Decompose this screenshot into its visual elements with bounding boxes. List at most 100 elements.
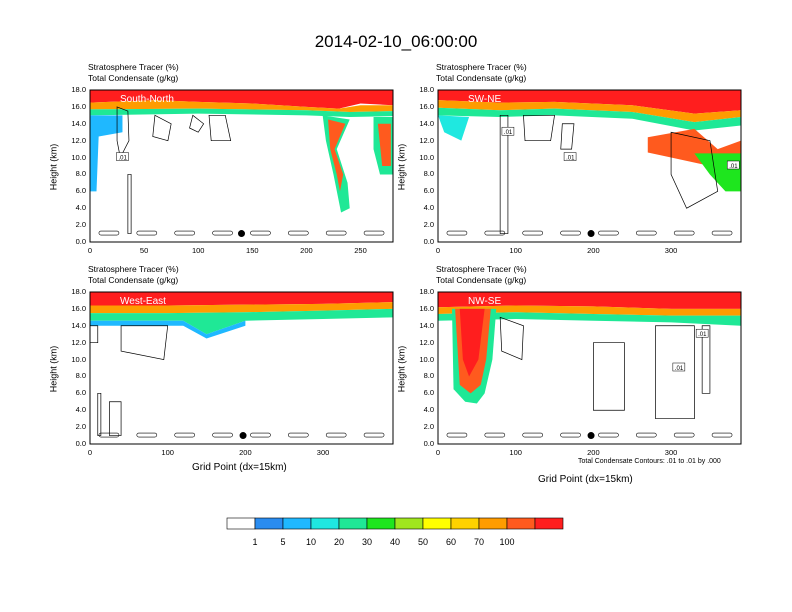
cross-section-label: West-East — [120, 296, 166, 307]
colorbar-swatch — [394, 517, 424, 530]
plot-area: South-North .01 — [88, 88, 398, 248]
x-tick-label: 50 — [139, 246, 149, 255]
condensate-contour — [484, 230, 506, 236]
tracer-region — [90, 292, 393, 306]
y-tick-label: 8.0 — [423, 371, 434, 381]
x-tick-label: 300 — [316, 448, 330, 457]
x-tick-label: 200 — [300, 246, 313, 255]
tracer-region — [438, 100, 741, 123]
colorbar-tick-label: 100 — [499, 537, 514, 547]
x-tick-label: 100 — [191, 246, 205, 255]
condensate-contour — [446, 230, 468, 236]
location-marker — [587, 230, 595, 238]
y-tick-label: 16.0 — [71, 101, 86, 111]
plot-frame — [437, 89, 742, 243]
subtitle-condensate: Total Condensate (g/kg) — [88, 73, 179, 83]
colorbar-tick-label: 70 — [474, 537, 484, 547]
colorbar-tick-label: 1 — [252, 537, 257, 547]
condensate-contour — [701, 325, 711, 394]
x-tick-label: 250 — [354, 246, 367, 255]
y-tick-label: 0.0 — [75, 439, 86, 448]
condensate-contour — [636, 432, 657, 438]
y-tick-label: 14.0 — [71, 118, 86, 128]
y-tick-label: 8.0 — [75, 169, 86, 179]
x-tick-label: 200 — [239, 448, 252, 457]
condensate-contour — [598, 230, 619, 236]
condensate-contour — [212, 230, 233, 236]
contour-label: .01 — [675, 366, 684, 372]
condensate-contour — [208, 114, 232, 142]
y-tick-label: 14.0 — [419, 118, 434, 128]
y-tick-label: 0.0 — [75, 237, 86, 246]
y-tick-label: 10.0 — [419, 354, 434, 364]
plot-area: NW-SE .01 .01 — [436, 290, 746, 450]
condensate-contour — [484, 432, 506, 438]
x-tick-label: 100 — [509, 246, 522, 255]
y-tick-label: 4.0 — [423, 203, 434, 213]
condensate-contour — [670, 131, 719, 209]
tracer-region — [90, 115, 123, 192]
tracer-region — [459, 308, 485, 377]
tracer-region — [90, 90, 393, 109]
condensate-contour — [446, 432, 468, 438]
tracer-region — [328, 119, 346, 192]
contour-label: .01 — [118, 156, 127, 162]
condensate-contour — [560, 230, 581, 236]
y-axis-label: Height (km) — [396, 345, 407, 393]
panel-west-east: Stratosphere Tracer (%) Total Condensate… — [88, 264, 398, 464]
tracer-region — [438, 107, 741, 131]
condensate-contour — [120, 325, 169, 360]
panel-nw-se: Stratosphere Tracer (%) Total Condensate… — [436, 264, 746, 464]
colorbar-swatch — [366, 517, 396, 530]
condensate-contour — [325, 230, 347, 236]
colorbar-tick-label: 30 — [362, 537, 372, 547]
condensate-contour — [288, 432, 309, 438]
x-tick-label: 200 — [587, 246, 600, 255]
condensate-contour — [598, 432, 619, 438]
condensate-contour — [250, 230, 271, 236]
contour-footnote: Total Condensate Contours: .01 to .01 by… — [578, 458, 721, 465]
colorbar-swatch — [310, 517, 340, 530]
colorbar-swatch — [534, 517, 564, 530]
condensate-contour — [189, 114, 205, 133]
tracer-region — [438, 292, 741, 309]
y-tick-label: 16.0 — [71, 303, 86, 313]
y-tick-label: 16.0 — [419, 101, 434, 111]
y-tick-label: 18.0 — [71, 287, 86, 296]
y-tick-label: 10.0 — [71, 152, 86, 162]
colorbar-swatch — [422, 517, 452, 530]
condensate-contour — [174, 432, 195, 438]
y-axis-label: Height (km) — [396, 143, 407, 191]
colorbar-tick-label: 20 — [334, 537, 344, 547]
y-tick-label: 2.0 — [75, 220, 86, 230]
subtitle-tracer: Stratosphere Tracer (%) — [436, 62, 527, 72]
y-tick-label: 18.0 — [419, 85, 434, 94]
y-tick-label: 4.0 — [423, 405, 434, 415]
subtitle-condensate: Total Condensate (g/kg) — [436, 275, 527, 285]
y-tick-label: 0.0 — [423, 439, 434, 448]
condensate-contour — [152, 114, 172, 142]
x-tick-label: 300 — [664, 448, 678, 457]
condensate-contour — [250, 432, 271, 438]
tracer-region — [438, 90, 741, 114]
condensate-contour — [98, 230, 120, 236]
location-marker — [239, 432, 247, 440]
condensate-contour — [288, 230, 309, 236]
colorbar-swatch — [282, 517, 312, 530]
y-tick-label: 0.0 — [423, 237, 434, 246]
condensate-contour — [136, 432, 158, 438]
condensate-contour — [499, 114, 509, 234]
main-title: 2014-02-10_06:00:00 — [314, 32, 478, 51]
y-axis-label: Height (km) — [48, 143, 59, 191]
plot-frame — [89, 89, 394, 243]
cross-section-label: SW-NE — [468, 94, 501, 105]
colorbar-tick-label: 10 — [306, 537, 316, 547]
x-tick-label: 100 — [509, 448, 522, 457]
subtitle-tracer: Stratosphere Tracer (%) — [436, 264, 527, 274]
y-tick-label: 2.0 — [423, 422, 434, 432]
contour-label-box — [726, 160, 740, 170]
contour-label-box — [563, 152, 577, 161]
tracer-region — [90, 100, 393, 112]
y-tick-label: 2.0 — [423, 220, 434, 230]
condensate-contour — [98, 432, 120, 438]
